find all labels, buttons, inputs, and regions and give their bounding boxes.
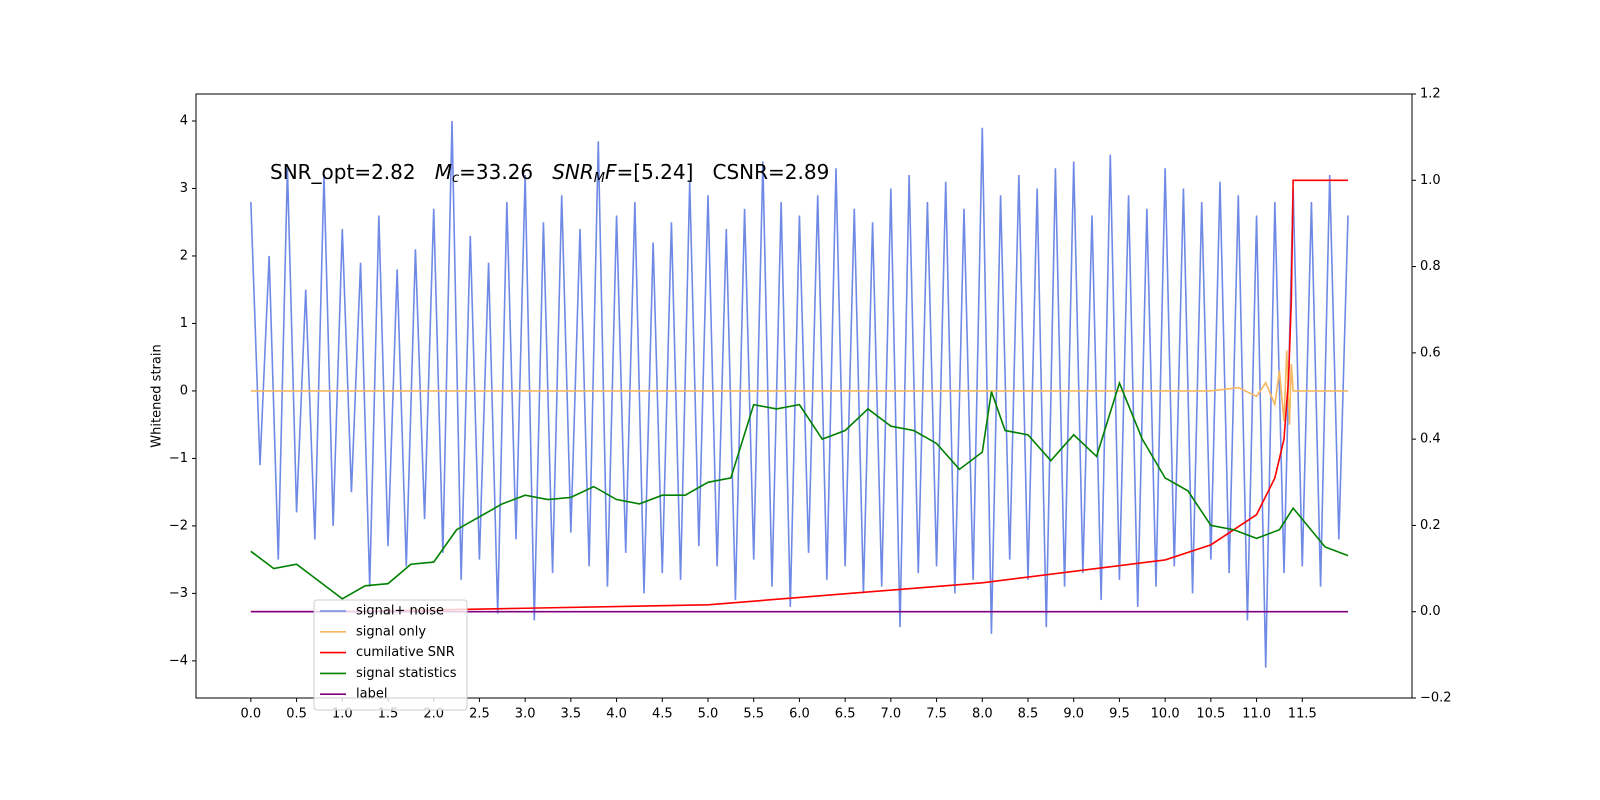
data-line [250,380,1349,600]
annotation-part: M [594,171,605,186]
x-tick-label: 6.5 [835,707,856,722]
y2-tick-label: 1.2 [1420,87,1441,102]
legend-label: cumilative SNR [356,645,455,660]
plot-frame [195,93,1413,699]
legend-label: signal+ noise [356,604,444,619]
y-tick-label: 2 [180,248,188,263]
y-tick-label: 1 [180,316,188,331]
x-tick-label: 6.0 [789,707,810,722]
x-tick-label: 7.0 [881,707,902,722]
legend-label: signal only [356,624,426,639]
x-tick-label: 0.5 [286,707,307,722]
annotation-part: SNR [552,160,594,184]
y-tick-label: 0 [180,383,188,398]
x-tick-label: 10.0 [1151,707,1180,722]
x-tick-label: 11.5 [1288,707,1317,722]
annotation: SNR_opt=2.82 Mc=33.26 SNRMF=[5.24] CSNR=… [270,160,829,186]
x-tick-label: 9.0 [1063,707,1084,722]
annotation-part: CSNR=2.89 [713,160,830,184]
x-tick-label: 10.5 [1196,707,1225,722]
y-tick-label: −1 [169,451,188,466]
y2-tick-label: 0.6 [1420,345,1441,360]
y2-tick-label: 1.0 [1420,173,1441,188]
x-tick-label: 5.5 [743,707,764,722]
y-tick-label: 3 [180,181,188,196]
x-tick-label: 2.5 [469,707,490,722]
x-tick-label: 9.5 [1109,707,1130,722]
annotation-part: F [605,160,617,184]
y-tick-label: 4 [180,113,188,128]
y2-tick-label: 0.0 [1420,604,1441,619]
y2-tick-label: 0.8 [1420,259,1441,274]
annotation-part: =33.26 [459,160,533,184]
y-tick-label: −2 [169,518,188,533]
x-tick-label: 3.5 [561,707,582,722]
x-tick-label: 8.0 [972,707,993,722]
y-tick-label: −4 [169,653,188,668]
legend-label: label [356,687,387,702]
legend-label: signal statistics [356,666,457,681]
data-line [250,350,1348,425]
y2-tick-label: 0.4 [1420,432,1441,447]
annotation-part: M [435,160,452,184]
x-tick-label: 11.0 [1242,707,1271,722]
annotation-part: SNR_opt=2.82 [270,160,416,184]
data-line [250,120,1349,668]
legend-box [313,599,468,711]
y2-tick-label: 0.2 [1420,518,1441,533]
x-tick-label: 4.5 [652,707,673,722]
x-tick-label: 4.0 [606,707,627,722]
x-tick-label: 8.5 [1018,707,1039,722]
x-tick-label: 0.0 [241,707,262,722]
x-tick-label: 3.0 [515,707,536,722]
x-tick-label: 7.5 [926,707,947,722]
y2-tick-label: −0.2 [1420,691,1452,706]
y-tick-label: −3 [169,586,188,601]
y-axis-label: Whitened strain [150,344,165,447]
annotation-part: =[5.24] [617,160,694,184]
annotation-part: c [452,171,459,186]
x-tick-label: 5.0 [698,707,719,722]
